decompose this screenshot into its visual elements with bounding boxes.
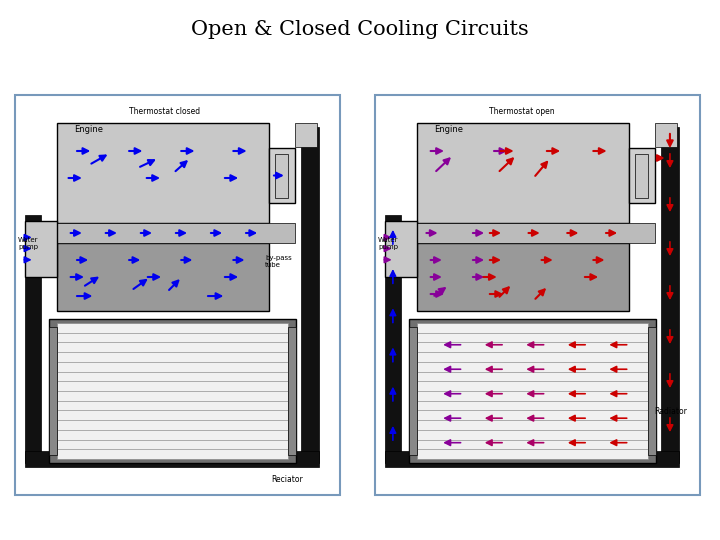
Bar [384, 215, 401, 463]
Bar [418, 123, 629, 223]
Bar [384, 451, 679, 467]
Bar [654, 123, 678, 147]
Bar [58, 323, 288, 459]
Bar [58, 243, 269, 311]
Bar [418, 243, 629, 311]
Bar [384, 221, 418, 276]
Text: Water
pump: Water pump [378, 237, 399, 249]
Bar [635, 153, 648, 198]
Bar [294, 123, 318, 147]
Bar [24, 215, 41, 463]
Text: Engine: Engine [434, 125, 463, 134]
Bar [49, 319, 296, 463]
Bar [58, 223, 294, 243]
Bar [409, 319, 656, 463]
Bar [375, 95, 700, 495]
Bar [275, 153, 288, 198]
Bar [269, 148, 294, 203]
Bar [58, 123, 269, 223]
Bar [661, 127, 679, 463]
Bar [409, 327, 418, 455]
Text: by-pass
tube: by-pass tube [265, 255, 292, 268]
Bar [648, 327, 656, 455]
Bar [418, 323, 648, 459]
Bar [418, 223, 654, 243]
Bar [49, 327, 58, 455]
Bar [288, 327, 296, 455]
Text: Engine: Engine [74, 125, 103, 134]
Bar [24, 451, 319, 467]
Bar [24, 221, 58, 276]
Text: Water
pump: Water pump [18, 237, 39, 249]
Text: Reciator: Reciator [271, 475, 304, 484]
Bar [15, 95, 340, 495]
Text: Radiator: Radiator [654, 407, 688, 416]
Text: Thermostat closed: Thermostat closed [129, 107, 200, 116]
Text: Thermostat open: Thermostat open [489, 107, 554, 116]
Bar [301, 127, 319, 463]
Text: Open & Closed Cooling Circuits: Open & Closed Cooling Circuits [191, 20, 529, 39]
Bar [629, 148, 654, 203]
